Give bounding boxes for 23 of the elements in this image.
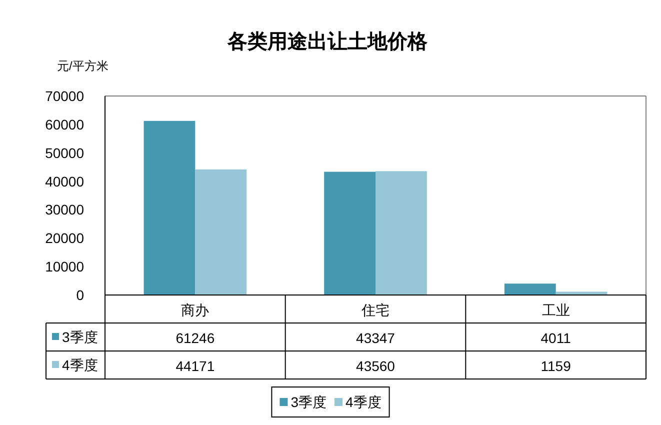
data-label: 61246 xyxy=(176,330,215,346)
chart-title: 各类用途出让土地价格 xyxy=(228,31,428,53)
legend-label: 4季度 xyxy=(346,394,382,410)
legend-label: 3季度 xyxy=(62,329,98,345)
y-tick-label: 50000 xyxy=(45,144,84,161)
x-tick-label: 住宅 xyxy=(362,302,390,318)
y-tick-label: 20000 xyxy=(45,230,84,246)
x-tick-label: 商办 xyxy=(181,302,210,318)
data-label: 1159 xyxy=(540,358,571,374)
data-label: 4011 xyxy=(540,330,571,346)
y-tick-label: 0 xyxy=(76,287,84,303)
y-tick-label: 40000 xyxy=(45,173,84,190)
data-label: 44171 xyxy=(176,358,215,374)
y-tick-label: 70000 xyxy=(45,88,84,104)
x-tick-label: 工业 xyxy=(542,302,570,318)
y-axis-title: 元/平方米 xyxy=(57,59,108,73)
legend-label: 4季度 xyxy=(62,357,98,373)
data-label: 43347 xyxy=(356,330,395,346)
y-tick-label: 30000 xyxy=(45,202,84,218)
legend-label: 3季度 xyxy=(290,394,326,410)
y-tick-label: 10000 xyxy=(45,258,84,275)
y-tick-label: 60000 xyxy=(45,116,84,132)
data-label: 43560 xyxy=(356,358,395,374)
